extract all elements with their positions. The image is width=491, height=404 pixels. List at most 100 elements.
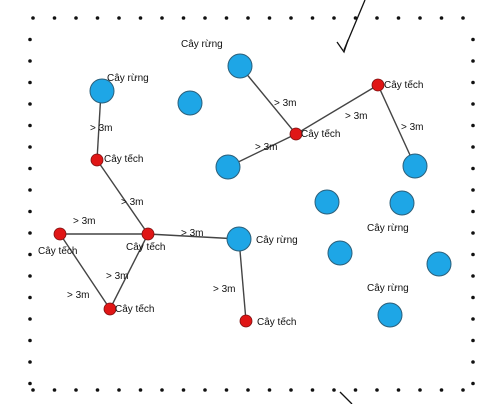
- boundary-dot: [138, 16, 143, 20]
- boundary-dot: [471, 295, 475, 300]
- boundary-dot: [246, 16, 250, 20]
- boundary-dot: [28, 295, 32, 300]
- distance-lines: [59, 65, 416, 322]
- distance-label: > 3m: [274, 98, 297, 109]
- forest-labels: Cây rừng Cây rừng Cây rừng Cây rừng Cây …: [107, 39, 409, 294]
- boundary-dot: [74, 16, 78, 20]
- boundary-dot: [52, 388, 57, 392]
- forest-tree: [314, 189, 340, 215]
- boundary-dot: [461, 388, 465, 392]
- boundary-dot: [289, 16, 293, 20]
- distance-label: > 3m: [345, 111, 368, 122]
- boundary-dot: [439, 16, 444, 20]
- boundary-dot: [418, 16, 422, 20]
- forest-tree: [327, 240, 353, 266]
- edge: [147, 233, 240, 240]
- boundary-dot: [471, 338, 475, 343]
- boundary-dot: [353, 388, 358, 392]
- forest-tree: [426, 251, 452, 277]
- forest-label: Cây rừng: [256, 235, 298, 246]
- boundary-dot: [28, 231, 32, 235]
- edge: [239, 65, 297, 135]
- edge: [59, 233, 111, 310]
- boundary-dot: [471, 80, 475, 85]
- teak-label: Cây tếch: [301, 128, 340, 140]
- teak-label: Cây tếch: [126, 241, 165, 253]
- teak-label: Cây tếch: [104, 153, 143, 165]
- forest-tree: [377, 302, 403, 328]
- boundary-dot: [224, 388, 229, 392]
- boundary-dot: [28, 274, 32, 278]
- teak-label: Cây tếch: [257, 316, 296, 328]
- boundary-dot: [332, 388, 336, 392]
- teak-label: Cây tếch: [384, 79, 423, 91]
- boundary-dot: [95, 16, 100, 20]
- boundary-dot: [28, 102, 32, 106]
- boundary-dot: [471, 123, 475, 128]
- boundary-dot: [160, 16, 164, 20]
- teak-tree: [103, 302, 117, 316]
- edge: [96, 159, 149, 235]
- distance-label: > 3m: [106, 271, 129, 282]
- boundary-dot: [471, 37, 475, 42]
- boundary-dot: [28, 360, 32, 364]
- distance-labels: > 3m > 3m > 3m > 3m > 3m > 3m > 3m > 3m …: [67, 98, 424, 301]
- boundary-dot: [203, 388, 207, 392]
- forest-tree: [402, 153, 428, 179]
- boundary-dot: [471, 252, 475, 257]
- distance-label: > 3m: [213, 284, 236, 295]
- forest-tree: [226, 226, 252, 252]
- forest-label: Cây rừng: [367, 223, 409, 234]
- teak-labels: Cây tếch Cây tếch Cây tếch Cây tếch Cây …: [38, 79, 423, 328]
- boundary-dot: [181, 388, 186, 392]
- forest-label: Cây rừng: [181, 39, 223, 50]
- boundary-dot: [28, 317, 32, 321]
- boundary-dot: [31, 16, 35, 20]
- boundary-dot: [471, 381, 475, 386]
- boundary-dot: [160, 388, 164, 392]
- distance-label: > 3m: [90, 123, 113, 134]
- distance-label: > 3m: [73, 216, 96, 227]
- edge: [227, 133, 297, 168]
- boundary-dot: [471, 102, 475, 106]
- boundary-dot: [396, 16, 401, 20]
- edge: [295, 84, 379, 135]
- boundary-dot: [461, 16, 465, 20]
- teak-tree: [141, 227, 155, 241]
- forest-tree: [215, 154, 241, 180]
- boundary-dot: [310, 16, 315, 20]
- boundary-dot: [246, 388, 250, 392]
- boundary-dot: [375, 16, 379, 20]
- boundary-dot: [28, 166, 32, 171]
- forest-tree: [389, 190, 415, 216]
- boundary-dot: [95, 388, 100, 392]
- forest-tree: [89, 78, 115, 104]
- edge: [377, 84, 416, 167]
- distance-label: > 3m: [67, 290, 90, 301]
- boundary-dot: [471, 360, 475, 364]
- forest-label: Cây rừng: [107, 73, 149, 84]
- dotted-boundary: [28, 16, 475, 392]
- teak-tree: [90, 153, 104, 167]
- teak-trees: [53, 78, 385, 328]
- boundary-dot: [471, 145, 475, 149]
- boundary-dot: [471, 209, 475, 214]
- boundary-dot: [396, 388, 401, 392]
- forest-tree: [227, 53, 253, 79]
- boundary-dot: [418, 388, 422, 392]
- boundary-dot: [74, 388, 78, 392]
- boundary-dot: [28, 59, 32, 63]
- teak-tree: [289, 127, 303, 141]
- boundary-dot: [28, 80, 32, 85]
- distance-label: > 3m: [401, 122, 424, 133]
- edge: [109, 233, 149, 310]
- boundary-dot: [471, 59, 475, 63]
- boundary-dot: [375, 388, 379, 392]
- boundary-dot: [289, 388, 293, 392]
- boundary-dot: [471, 166, 475, 171]
- teak-tree: [371, 78, 385, 92]
- boundary-dot: [471, 188, 475, 192]
- boundary-dot: [31, 388, 35, 392]
- boundary-dot: [138, 388, 143, 392]
